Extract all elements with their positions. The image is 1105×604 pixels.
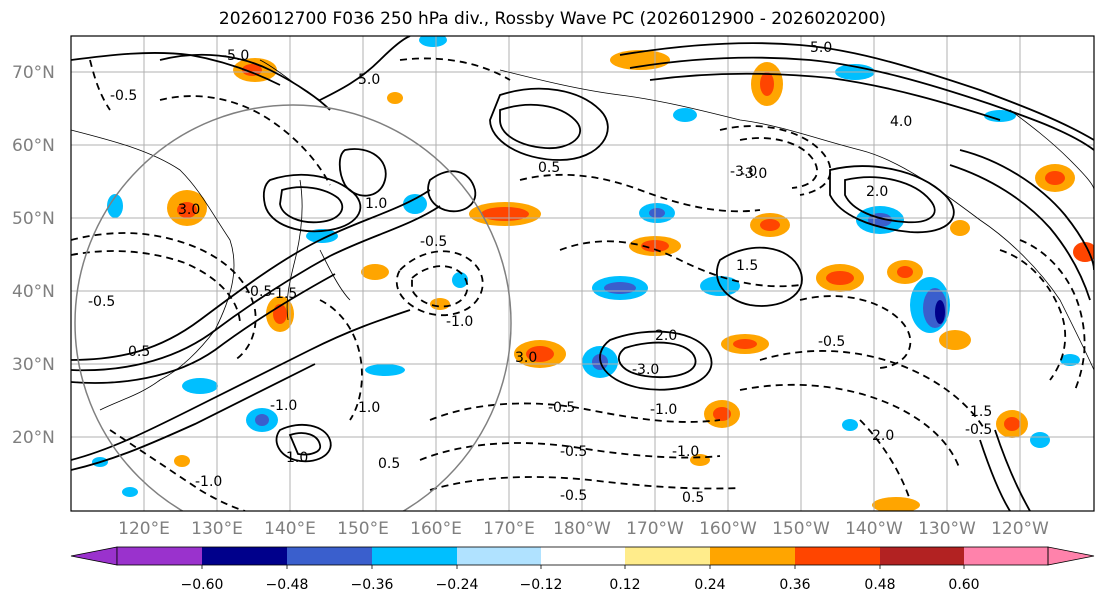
colorbar-segment (710, 547, 795, 565)
colorbar-segment (202, 547, 287, 565)
lon-label: 130°W (918, 519, 976, 539)
lon-label: 130°E (191, 519, 243, 539)
colorbar-tick-label: −0.48 (266, 577, 309, 593)
reference-circle (74, 104, 512, 511)
map-title: 2026012700 F036 250 hPa div., Rossby Wav… (218, 9, 887, 29)
lon-label: 160°E (410, 519, 462, 539)
lon-label: 150°W (772, 519, 830, 539)
contour-label: -0.5 (420, 234, 447, 250)
colorbar-tick-label: 0.60 (948, 577, 979, 593)
contour-label: 2.0 (872, 428, 894, 444)
lon-label: 150°E (337, 519, 389, 539)
contour-label: 5.0 (810, 40, 832, 56)
contour-label: 1.5 (970, 404, 992, 420)
colorbar-segment (880, 547, 964, 565)
contour-label: 1.0 (358, 400, 380, 416)
colorbar-segment (372, 547, 457, 565)
colorbar-extend-low (70, 546, 118, 566)
contour-label: 0.5 (682, 490, 704, 506)
colorbar-tick-label: 0.36 (779, 577, 810, 593)
contour-label: 1.0 (365, 196, 387, 212)
contour-label: 2.0 (866, 184, 888, 200)
contour-label: -0.5 (110, 88, 137, 104)
colorbar-tick-label: −0.60 (181, 577, 224, 593)
contour-label: -0.5 (548, 400, 575, 416)
contour-label: -1.0 (672, 444, 699, 460)
latitude-labels: 70°N 60°N 50°N 40°N 30°N 20°N (12, 63, 55, 448)
colorbar-segment (117, 547, 202, 565)
lon-label: 170°E (483, 519, 535, 539)
contour-label: -5.0 (222, 48, 249, 64)
colorbar-segment (287, 547, 372, 565)
colorbar-segment (795, 547, 880, 565)
colorbar-segment (964, 547, 1048, 565)
contour-label: 5.0 (358, 72, 380, 88)
contour-label: -1.0 (650, 402, 677, 418)
lon-label: 140°E (264, 519, 316, 539)
lat-label-30n: 30°N (12, 355, 55, 375)
contour-label: -3.0 (740, 166, 767, 182)
map-gridlines (71, 36, 1094, 511)
colorbar-tick-label: 0.24 (694, 577, 725, 593)
coastlines (71, 59, 1094, 411)
lat-label-70n: 70°N (12, 63, 55, 83)
contour-label: -3.0 (632, 362, 659, 378)
lon-label: 120°E (118, 519, 170, 539)
contour-label: -1.0 (446, 314, 473, 330)
colorbar-segment (457, 547, 541, 565)
contour-label: -1.0 (270, 398, 297, 414)
contour-label: -0.5 (965, 422, 992, 438)
contour-label: -0.5 (818, 334, 845, 350)
contour-label-group: -5.0 5.0 -0.5 5.0 4.0 2.0 -3.0 3.0 1.0 0… (88, 40, 992, 506)
lat-label-50n: 50°N (12, 209, 55, 229)
colorbar-segment (541, 547, 625, 565)
contour-label: 2.0 (655, 328, 677, 344)
contour-label: -0.5 (560, 444, 587, 460)
colorbar-extend-high (1047, 546, 1095, 566)
contour-label: -1.0 (195, 474, 222, 490)
contour-label: 3.0 (515, 350, 537, 366)
colorbar-segment (625, 547, 710, 565)
colorbar-tick-label: 0.12 (609, 577, 640, 593)
colorbar-tick-label: 0.48 (864, 577, 895, 593)
lat-label-60n: 60°N (12, 136, 55, 156)
contour-label: 4.0 (890, 114, 912, 130)
lon-label: 180°W (553, 519, 611, 539)
lon-label: 120°W (991, 519, 1049, 539)
colorbar-tick-label: −0.24 (436, 577, 479, 593)
contour-label: 0.5 (538, 160, 560, 176)
contour-label: 3.0 (178, 202, 200, 218)
dashed-contour-lines (71, 57, 1086, 511)
contour-lines (71, 36, 1094, 511)
lon-label: 140°W (845, 519, 903, 539)
map-frame (70, 35, 1095, 512)
contour-label: 1.0 (286, 450, 308, 466)
lat-label-40n: 40°N (12, 282, 55, 302)
contour-label: -0.5 (245, 284, 272, 300)
contour-label: -3.0 (730, 164, 757, 180)
contour-label: 1.5 (736, 258, 758, 274)
colorbar: −0.60 −0.48 −0.36 −0.24 −0.12 0.12 0.24 … (70, 546, 1095, 593)
colorbar-tick-label: −0.12 (520, 577, 563, 593)
contour-label: -1.5 (270, 286, 297, 302)
longitude-labels: 120°E 130°E 140°E 150°E 160°E 170°E 180°… (118, 519, 1049, 539)
lon-label: 160°W (699, 519, 757, 539)
contour-label: -0.5 (560, 488, 587, 504)
contour-label: 0.5 (128, 344, 150, 360)
colorbar-tick-label: −0.36 (351, 577, 394, 593)
lon-label: 170°W (626, 519, 684, 539)
contour-label: 0.5 (378, 456, 400, 472)
contour-label: -0.5 (88, 294, 115, 310)
lat-label-20n: 20°N (12, 428, 55, 448)
